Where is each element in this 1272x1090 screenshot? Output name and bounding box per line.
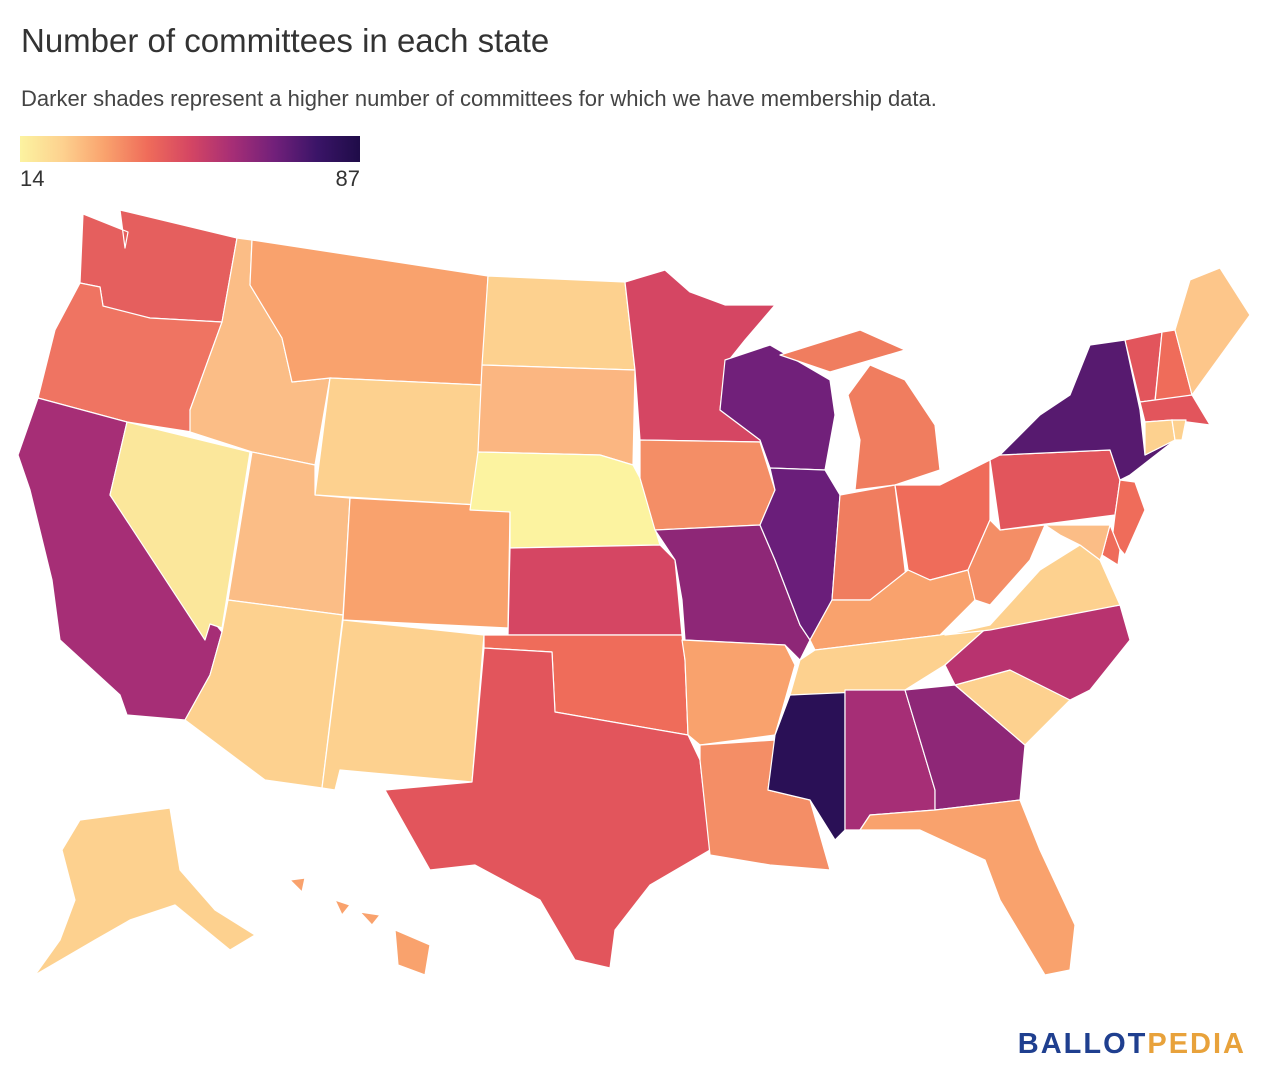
ballotpedia-logo: BALLOTPEDIA (1018, 1028, 1246, 1061)
state-ri[interactable] (1171, 419, 1187, 441)
state-wy[interactable] (314, 377, 483, 506)
legend-max-label: 87 (335, 166, 360, 191)
state-ny[interactable] (999, 339, 1176, 481)
state-pa[interactable] (989, 449, 1121, 531)
state-ia[interactable] (639, 439, 776, 531)
state-md[interactable] (1044, 524, 1111, 561)
legend-color-bar (20, 136, 360, 162)
state-il[interactable] (759, 467, 841, 641)
state-hi[interactable] (289, 877, 431, 976)
chart-subtitle: Darker shades represent a higher number … (21, 86, 937, 111)
state-mi[interactable] (779, 329, 941, 491)
state-wa[interactable] (79, 209, 238, 323)
state-ak[interactable] (34, 807, 256, 976)
state-ma[interactable] (1139, 394, 1211, 426)
state-co[interactable] (342, 497, 511, 629)
state-fl[interactable] (859, 799, 1076, 976)
state-wv[interactable] (967, 519, 1046, 606)
state-ks[interactable] (507, 544, 683, 636)
state-nm[interactable] (321, 619, 485, 791)
logo-part-pedia: PEDIA (1147, 1028, 1246, 1060)
state-sd[interactable] (477, 364, 636, 466)
state-me[interactable] (1174, 267, 1251, 396)
state-nj[interactable] (1111, 479, 1146, 556)
legend-min-label: 14 (20, 166, 45, 191)
state-nd[interactable] (481, 275, 636, 371)
logo-part-ballot: BALLOT (1017, 1028, 1148, 1060)
state-ar[interactable] (681, 639, 796, 746)
state-tx[interactable] (384, 647, 711, 969)
chart-title: Number of committees in each state (21, 22, 550, 59)
state-nv[interactable] (109, 421, 251, 641)
us-states-map (17, 209, 1251, 976)
